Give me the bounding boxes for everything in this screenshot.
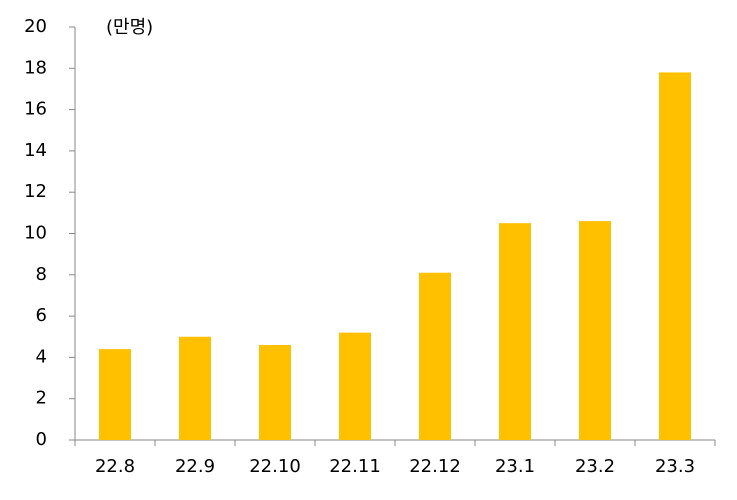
bar — [99, 349, 131, 440]
x-tick-label: 22.12 — [409, 456, 461, 477]
x-tick-label: 22.9 — [175, 456, 215, 477]
bar — [339, 332, 371, 440]
x-tick-label: 23.2 — [575, 456, 615, 477]
bar — [659, 72, 691, 441]
y-tick-label: 16 — [24, 99, 47, 120]
y-tick-label: 0 — [36, 429, 47, 450]
bar — [579, 221, 611, 440]
y-tick-label: 18 — [24, 57, 47, 78]
y-tick-label: 14 — [24, 140, 47, 161]
x-tick-label: 23.3 — [655, 456, 695, 477]
y-tick-label: 8 — [36, 264, 47, 285]
x-tick-label: 22.11 — [329, 456, 381, 477]
y-tick-label: 12 — [24, 181, 47, 202]
x-tick-label: 22.8 — [95, 456, 135, 477]
bar — [259, 345, 291, 440]
y-tick-label: 10 — [24, 223, 47, 244]
y-axis-unit: (만명) — [106, 17, 153, 38]
y-tick-label: 20 — [24, 16, 47, 37]
bar — [499, 223, 531, 440]
bar — [419, 272, 451, 440]
x-tick-label: 23.1 — [495, 456, 535, 477]
y-tick-label: 4 — [36, 346, 47, 367]
y-tick-label: 6 — [36, 305, 47, 326]
y-tick-label: 2 — [36, 388, 47, 409]
x-tick-label: 22.10 — [249, 456, 301, 477]
bar — [179, 336, 211, 440]
